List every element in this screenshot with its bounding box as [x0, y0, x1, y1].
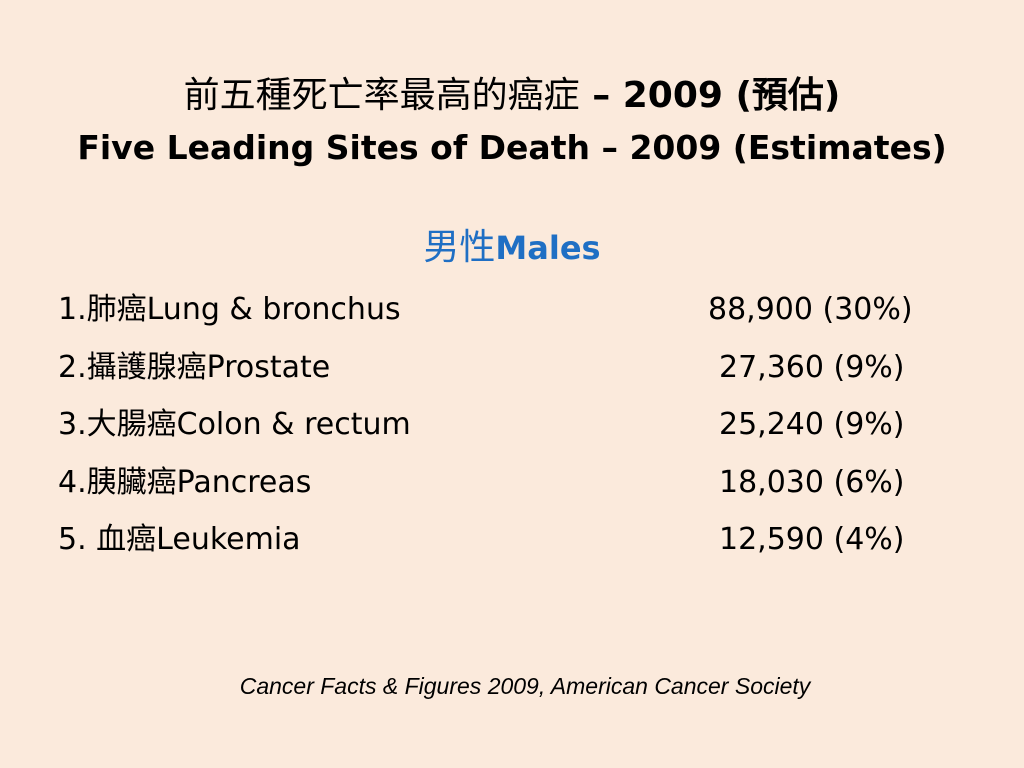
list-item-number: 2.: [58, 349, 87, 385]
list-item-chinese: 血癌: [96, 522, 157, 557]
list-item-chinese: 胰臟癌: [86, 464, 177, 500]
title-chinese-text: 前五種死亡率最高的癌症: [183, 75, 580, 116]
list-item: 2.攝護腺癌Prostate 27,360 (9%): [58, 344, 958, 402]
list-item-value: 27,360 (9%): [719, 349, 905, 385]
list-item-chinese: 肺癌: [86, 292, 147, 327]
list-item: 5. 血癌Leukemia 12,590 (4%): [58, 516, 958, 574]
section-heading-chinese: 男性: [423, 227, 496, 268]
list-item-label: 3.大腸癌Colon & rectum: [58, 401, 411, 449]
section-heading-english: Males: [495, 229, 601, 267]
list-item: 1.肺癌Lung & bronchus 88,900 (30%): [58, 286, 958, 344]
cancer-list: 1.肺癌Lung & bronchus 88,900 (30%) 2.攝護腺癌P…: [58, 286, 958, 574]
list-item-value: 12,590 (4%): [719, 522, 905, 557]
list-item-english: Leukemia: [156, 522, 301, 557]
list-item-number: 4.: [58, 464, 87, 500]
list-item-english: Prostate: [206, 349, 331, 385]
list-item-english: Lung & bronchus: [146, 292, 401, 327]
list-item: 4.胰臟癌Pancreas 18,030 (6%): [58, 459, 958, 517]
list-item-number: 1.: [58, 292, 87, 327]
list-item-value: 18,030 (6%): [719, 464, 905, 500]
list-item-value: 25,240 (9%): [719, 407, 905, 442]
page-title-chinese: 前五種死亡率最高的癌症 – 2009 (預估): [0, 72, 1024, 120]
list-item-label: 5. 血癌Leukemia: [58, 516, 301, 564]
page-title-english: Five Leading Sites of Death – 2009 (Esti…: [77, 128, 947, 167]
list-item-chinese: 攝護腺癌: [86, 349, 207, 385]
list-item-label: 4.胰臟癌Pancreas: [58, 459, 311, 507]
list-item-value: 88,900 (30%): [708, 292, 913, 327]
list-item-chinese: 大腸癌: [86, 407, 177, 442]
section-heading-males: 男性Males: [0, 224, 1024, 272]
list-item-number: 5.: [58, 522, 97, 557]
list-item-english: Colon & rectum: [176, 407, 411, 442]
list-item-number: 3.: [58, 407, 87, 442]
list-item-label: 1.肺癌Lung & bronchus: [58, 286, 401, 334]
list-item-english: Pancreas: [176, 464, 312, 500]
title-chinese-year: – 2009 (預估): [579, 75, 841, 116]
source-citation: Cancer Facts & Figures 2009, American Ca…: [239, 673, 811, 699]
list-item-label: 2.攝護腺癌Prostate: [58, 344, 330, 392]
list-item: 3.大腸癌Colon & rectum 25,240 (9%): [58, 401, 958, 459]
